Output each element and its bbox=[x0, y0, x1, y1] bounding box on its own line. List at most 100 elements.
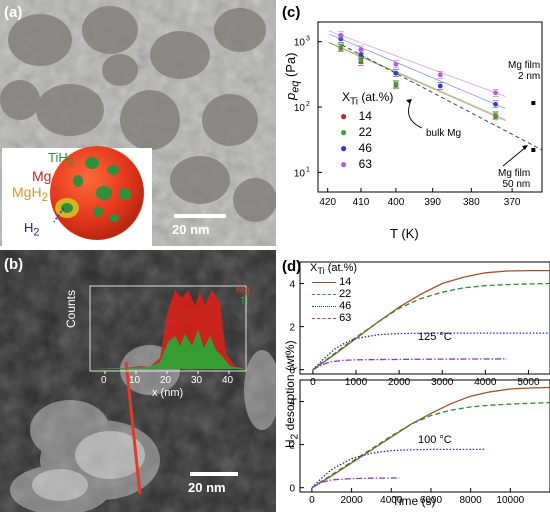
d-ytick-label: 4 bbox=[289, 398, 295, 409]
d-xtick-label: 4000 bbox=[474, 377, 497, 388]
film50-annotation: Mg film 50 nm bbox=[498, 168, 531, 190]
scale-bar-a bbox=[174, 214, 226, 218]
eds-legend-ti: Ti bbox=[240, 296, 248, 307]
point-22 bbox=[393, 81, 399, 87]
c-xtick-label: 420 bbox=[319, 197, 336, 208]
bulk-mg-annotation: bulk Mg bbox=[426, 128, 462, 139]
chart-d-legend-title: XTi (at.%) bbox=[310, 262, 358, 277]
d-xtick-label: 3000 bbox=[431, 377, 454, 388]
point-22 bbox=[338, 44, 344, 50]
point-63 bbox=[493, 90, 498, 96]
fit-line-22 bbox=[328, 41, 506, 120]
film-point bbox=[531, 101, 536, 106]
point-63 bbox=[358, 47, 364, 52]
curve-top-14 bbox=[312, 269, 550, 371]
eds-xtick-0: 0 bbox=[101, 375, 107, 386]
inset-label-mg: Mg bbox=[32, 168, 52, 184]
nanoparticle-inset bbox=[2, 145, 152, 246]
chart-c-legend: ● 14 ● 22 ● 46 ● 63 bbox=[340, 108, 372, 172]
bulk-mg-line bbox=[341, 44, 543, 151]
legend-d-63: 63 bbox=[312, 312, 351, 324]
c-ytick-exp: 1 bbox=[306, 166, 310, 173]
tem-image-a bbox=[0, 0, 277, 246]
panel-a: (a) 20 nm TiH2 Mg MgH2 H2 bbox=[0, 0, 277, 246]
point-63 bbox=[338, 32, 344, 38]
eds-xtick-4: 40 bbox=[222, 375, 234, 386]
d-xtick-label: 4000 bbox=[380, 495, 403, 506]
d-ytick-label: 0 bbox=[289, 484, 295, 495]
d-xtick-label: 1000 bbox=[345, 377, 368, 388]
curve-top-63 bbox=[312, 358, 507, 371]
chart-d-xlabel: Time (s) bbox=[392, 494, 436, 508]
d-ytick-label: 0 bbox=[289, 366, 295, 377]
curve-bottom-14 bbox=[311, 386, 550, 489]
legend-item-22: ● 22 bbox=[340, 125, 372, 139]
fit-line-46 bbox=[328, 33, 506, 109]
d-ytick-label: 2 bbox=[289, 441, 295, 452]
curve-top-46 bbox=[312, 332, 550, 371]
c-ytick-label: 10 bbox=[294, 103, 306, 114]
eds-ylabel: Counts bbox=[64, 289, 78, 328]
eds-profile-inset bbox=[89, 285, 247, 374]
legend-item-63: ● 63 bbox=[340, 157, 372, 171]
panel-c-label: (c) bbox=[282, 4, 301, 21]
c-xtick-label: 410 bbox=[353, 197, 370, 208]
film50-arrow bbox=[502, 146, 527, 167]
inset-label-mgh2: MgH2 bbox=[12, 184, 49, 204]
panel-b-label: (b) bbox=[4, 256, 24, 273]
c-xtick-label: 390 bbox=[424, 197, 441, 208]
eds-xtick-2: 20 bbox=[160, 375, 172, 386]
chart-d-top-temp: 125 °C bbox=[418, 331, 452, 343]
legend-d-14: 14 bbox=[312, 276, 351, 288]
d-ytick-label: 4 bbox=[289, 280, 295, 291]
chart-c-legend-title: XTi (at.%) bbox=[342, 90, 394, 108]
d-xtick-label: 6000 bbox=[420, 495, 443, 506]
curve-bottom-46 bbox=[311, 448, 485, 489]
eds-xtick-1: 10 bbox=[129, 375, 141, 386]
panel-a-label: (a) bbox=[4, 4, 23, 21]
eds-legend-mg: Mg bbox=[236, 285, 250, 296]
d-ytick-label: 2 bbox=[289, 323, 295, 334]
c-ytick-exp: 2 bbox=[306, 101, 310, 108]
fit-line-63 bbox=[328, 30, 506, 97]
chart-c-xlabel: T (K) bbox=[390, 226, 419, 241]
scale-bar-a-label: 20 nm bbox=[172, 222, 210, 237]
point-46 bbox=[493, 101, 498, 107]
legend-item-14: ● 14 bbox=[340, 109, 372, 123]
point-46 bbox=[393, 70, 399, 76]
d-xtick-label: 8000 bbox=[460, 495, 483, 506]
legend-d-22: 22 bbox=[312, 288, 351, 300]
stem-image-b bbox=[0, 250, 280, 515]
linescan-line bbox=[124, 361, 142, 495]
legend-item-46: ● 46 bbox=[340, 141, 372, 155]
chart-d-legend: 14 22 46 63 bbox=[312, 276, 351, 324]
c-xtick-label: 380 bbox=[463, 197, 480, 208]
chart-d: 0 1000 2000 3000 4000 5000 0 2 4 0 2000 4000 6000 800… bbox=[289, 261, 550, 506]
eds-xlabel: x (nm) bbox=[152, 387, 184, 399]
fit-line-14 bbox=[328, 42, 506, 122]
d-xtick-label: 2000 bbox=[340, 495, 363, 506]
bulk-mg-arrow bbox=[408, 102, 423, 129]
c-ytick-label: 10 bbox=[294, 168, 306, 179]
c-xtick-label: 400 bbox=[388, 197, 405, 208]
film2-annotation: Mg film 2 nm bbox=[508, 60, 541, 82]
film-point bbox=[531, 147, 536, 152]
d-xtick-label: 10000 bbox=[496, 495, 524, 506]
chart-d-ylabel: H2 desorption (wt%) bbox=[283, 340, 301, 448]
point-46 bbox=[437, 83, 443, 89]
panel-b: (b) 20 nm Mg Ti Counts 0 10 20 30 40 x (… bbox=[0, 250, 280, 515]
point-63 bbox=[437, 72, 443, 78]
c-ytick-label: 10 bbox=[294, 38, 306, 49]
curve-bottom-63 bbox=[311, 477, 400, 489]
inset-label-h2: H2 bbox=[24, 220, 40, 239]
point-22 bbox=[493, 112, 498, 118]
panel-d-label: (d) bbox=[282, 258, 302, 275]
d-xtick-label: 5000 bbox=[517, 377, 540, 388]
d-xtick-label: 0 bbox=[310, 377, 316, 388]
scale-bar-b bbox=[190, 472, 238, 476]
chart-d-bottom-temp: 100 °C bbox=[418, 434, 452, 446]
legend-d-46: 46 bbox=[312, 300, 351, 312]
point-22 bbox=[358, 57, 364, 63]
curve-bottom-22 bbox=[311, 401, 550, 489]
